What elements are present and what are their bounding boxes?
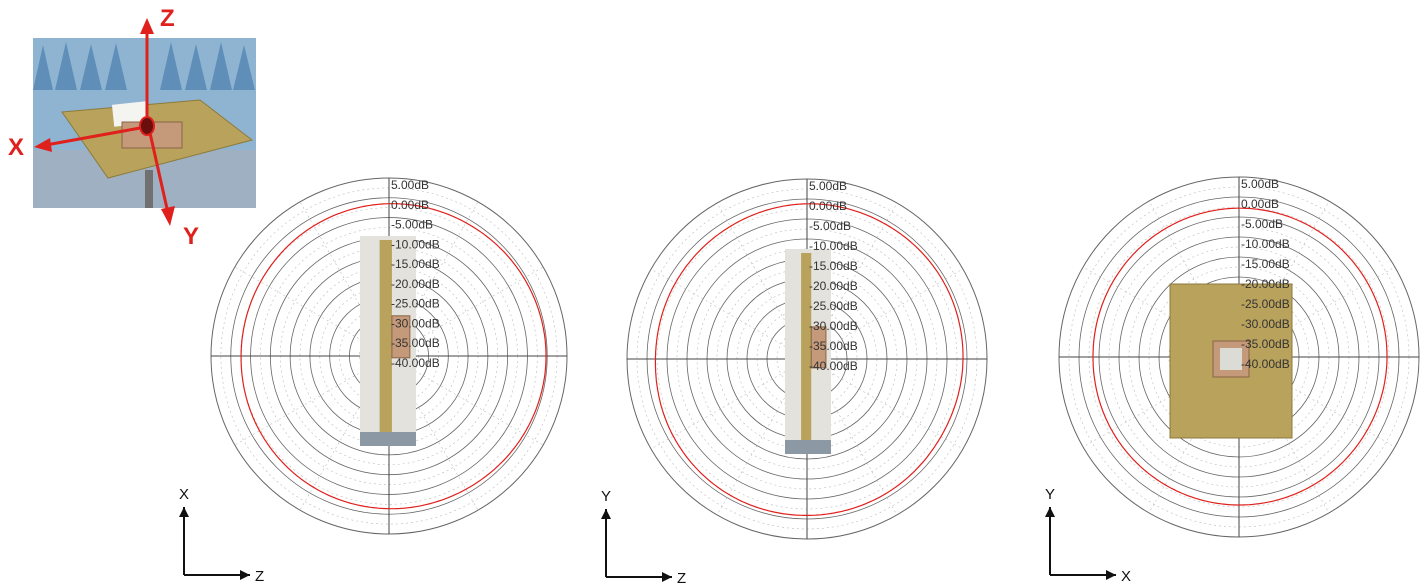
ring-label: -40.00dB bbox=[1241, 357, 1290, 371]
ring-label: -15.00dB bbox=[1241, 257, 1290, 271]
indicator-horizontal-label: Z bbox=[255, 568, 264, 584]
indicator-vertical-arrow-head bbox=[179, 507, 189, 517]
ring-label: -30.00dB bbox=[391, 316, 440, 330]
ring-label: -25.00dB bbox=[1241, 297, 1290, 311]
pattern-curve-2 bbox=[1092, 207, 1388, 506]
z-arrowhead bbox=[140, 18, 154, 34]
ring-label: 5.00dB bbox=[809, 179, 847, 193]
ring-label: -20.00dB bbox=[391, 277, 440, 291]
indicator-vertical-label: Y bbox=[601, 488, 611, 505]
x-axis-arrow bbox=[45, 126, 141, 147]
indicator-horizontal-label: Z bbox=[677, 570, 686, 584]
ring-label: -10.00dB bbox=[809, 239, 858, 253]
inset-patch-1 bbox=[810, 326, 827, 369]
ring-label: -30.00dB bbox=[1241, 317, 1290, 331]
x-arrowhead bbox=[34, 138, 52, 152]
y-axis-arrow bbox=[148, 132, 170, 214]
ring-label: 5.00dB bbox=[391, 178, 429, 192]
ring-label: -40.00dB bbox=[391, 356, 440, 370]
ring-label: 0.00dB bbox=[391, 198, 429, 212]
ring-label: -5.00dB bbox=[1241, 217, 1283, 231]
polar-plot-yz: 5.00dB 0.00dB -5.00dB -10.00dB -15.00dB -20.0… bbox=[601, 178, 988, 584]
inset-patch-label-2 bbox=[1220, 348, 1242, 370]
ring-label: 0.00dB bbox=[809, 199, 847, 213]
indicator-horizontal-label: X bbox=[1121, 568, 1131, 584]
ring-label: -35.00dB bbox=[809, 339, 858, 353]
indicator-vertical-label: X bbox=[179, 486, 189, 503]
inset-board-edge-0 bbox=[379, 240, 392, 442]
ring-label: -30.00dB bbox=[809, 319, 858, 333]
ring-label: -5.00dB bbox=[391, 218, 433, 232]
indicator-horizontal-arrow-head bbox=[662, 572, 672, 582]
indicator-vertical-arrow-head bbox=[601, 509, 611, 519]
ring-label: -15.00dB bbox=[391, 257, 440, 271]
ring-label: -35.00dB bbox=[1241, 337, 1290, 351]
radial-spoke bbox=[650, 268, 808, 360]
radial-spoke bbox=[806, 268, 964, 360]
ring-label: 0.00dB bbox=[1241, 197, 1279, 211]
ring-label: -25.00dB bbox=[391, 297, 440, 311]
indicator-vertical-label: Y bbox=[1045, 486, 1055, 503]
ring-label: -5.00dB bbox=[809, 219, 851, 233]
ring-label: -10.00dB bbox=[391, 237, 440, 251]
ring-label: 5.00dB bbox=[1241, 177, 1279, 191]
setup-photo: Z X Y bbox=[8, 5, 256, 250]
ring-label: -35.00dB bbox=[391, 336, 440, 350]
polar-plot-xz: 5.00dB 0.00dB -5.00dB -10.00dB -15.00dB -20.0… bbox=[179, 177, 568, 584]
inset-floor-1 bbox=[785, 440, 831, 454]
photo-z-label: Z bbox=[160, 5, 175, 32]
photo-x-label: X bbox=[8, 134, 24, 161]
ring-label: -40.00dB bbox=[809, 359, 858, 373]
inset-board-edge-1 bbox=[801, 253, 812, 450]
y-arrowhead bbox=[161, 206, 175, 226]
inset-floor-0 bbox=[360, 432, 416, 446]
mount-post bbox=[145, 170, 153, 208]
origin-marker bbox=[139, 116, 155, 136]
radial-spoke bbox=[806, 358, 964, 450]
indicator-horizontal-arrow-head bbox=[240, 570, 250, 580]
white-label bbox=[111, 101, 149, 127]
indicator-horizontal-arrow-head bbox=[1106, 570, 1116, 580]
indicator-vertical-arrow-head bbox=[1045, 507, 1055, 517]
ring-label: -15.00dB bbox=[809, 259, 858, 273]
absorber-cones bbox=[33, 42, 255, 90]
photo-y-label: Y bbox=[183, 223, 199, 250]
ring-label: -25.00dB bbox=[809, 299, 858, 313]
pattern-curve-0 bbox=[240, 203, 547, 510]
ring-label: -20.00dB bbox=[809, 279, 858, 293]
ring-label: -20.00dB bbox=[1241, 277, 1290, 291]
ring-label: -10.00dB bbox=[1241, 237, 1290, 251]
polar-plot-xy: 5.00dB 0.00dB -5.00dB -10.00dB -15.00dB -20.0… bbox=[1045, 176, 1420, 584]
radial-spoke bbox=[650, 358, 808, 450]
pattern-curve-1 bbox=[654, 203, 964, 516]
inset-patch-0 bbox=[391, 315, 411, 359]
